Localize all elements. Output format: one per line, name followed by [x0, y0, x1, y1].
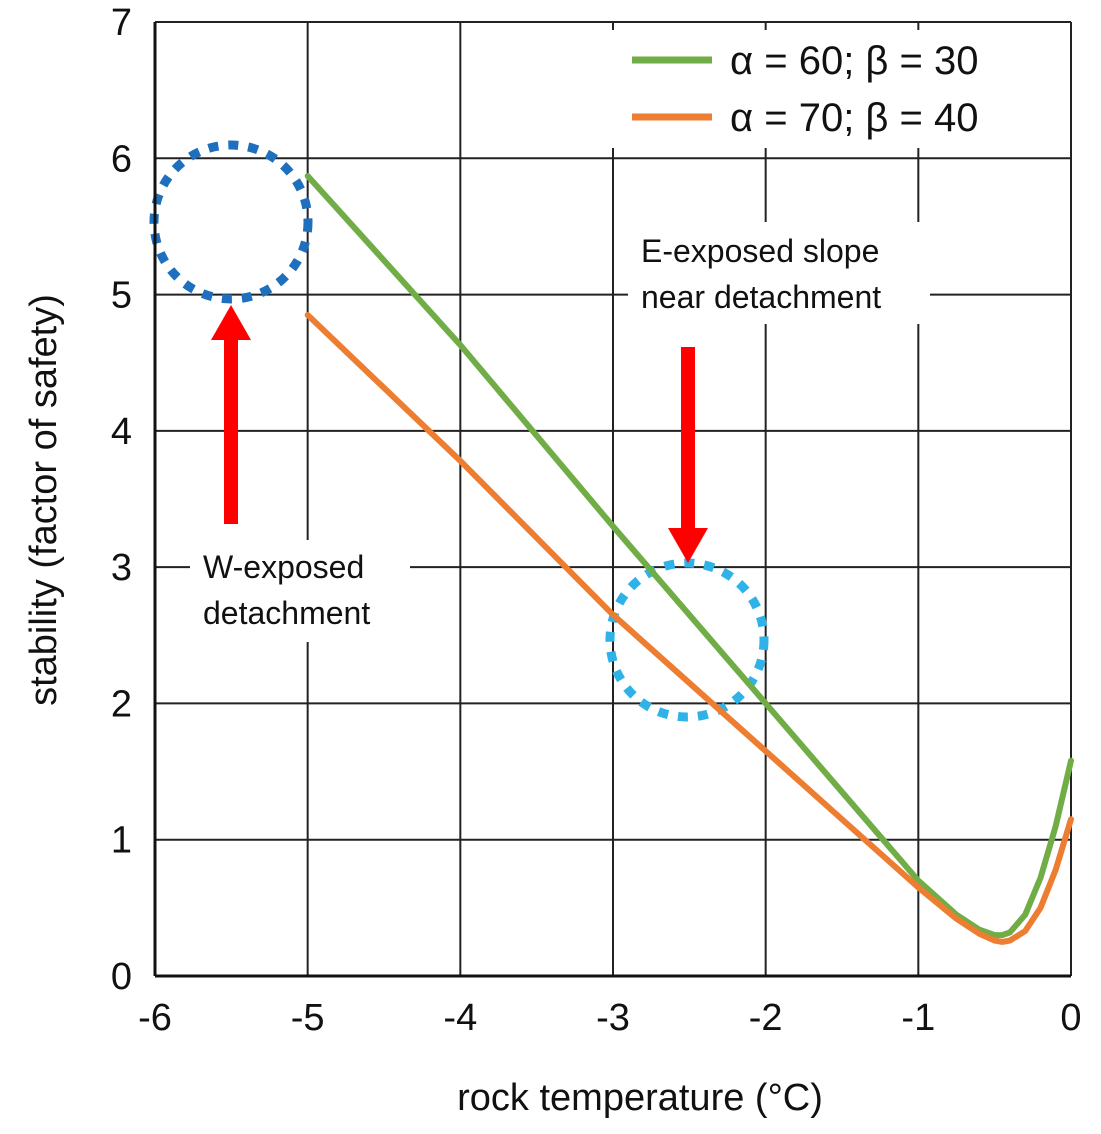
annotation-e-line-1: E-exposed slope	[641, 233, 879, 269]
legend-label-series-2: α = 70; β = 40	[730, 96, 979, 140]
y-tick-label: 0	[111, 956, 132, 998]
annotation-w-arrow-head	[211, 305, 251, 340]
series-line-1	[304, 173, 1074, 939]
y-tick-label: 5	[111, 275, 132, 317]
y-tick-label: 1	[111, 820, 132, 862]
y-tick-label: 3	[111, 547, 132, 589]
y-axis-title: stability (factor of safety)	[23, 294, 65, 706]
annotation-w-text-background	[190, 540, 410, 642]
x-tick-label: -2	[749, 997, 783, 1039]
grid-layer	[154, 21, 1072, 977]
annotation-w-arrow-shaft	[224, 338, 238, 524]
y-tick-label: 6	[111, 138, 132, 180]
y-tick-label: 2	[111, 683, 132, 725]
legend: α = 60; β = 30 α = 70; β = 40	[612, 30, 1066, 148]
y-tick-label: 7	[111, 2, 132, 44]
x-tick-label: -5	[291, 997, 325, 1039]
legend-label-series-1: α = 60; β = 30	[730, 39, 979, 83]
annotation-e-text-background	[628, 222, 930, 324]
annotation-e-line-2: near detachment	[641, 279, 881, 315]
annotation-e-arrow-shaft	[681, 347, 695, 537]
axis-layer: -6 -5 -4 -3 -2 -1 0 0 1 2 3 4 5 6 7	[111, 2, 1082, 1039]
annotation-w-circle	[149, 140, 313, 304]
x-tick-label: 0	[1060, 997, 1081, 1039]
annotation-e-arrow-head	[668, 528, 708, 563]
legend-background	[612, 30, 1066, 148]
y-tick-label: 4	[111, 411, 132, 453]
annotation-w-line-1: W-exposed	[203, 549, 364, 585]
x-tick-label: -4	[443, 997, 477, 1039]
annotation-w-exposed: W-exposed detachment	[149, 140, 410, 642]
series-line-2	[304, 312, 1074, 945]
x-tick-label: -6	[138, 997, 172, 1039]
x-tick-label: -1	[901, 997, 935, 1039]
series-layer	[304, 173, 1074, 945]
x-tick-label: -3	[596, 997, 630, 1039]
annotation-w-line-2: detachment	[203, 595, 370, 631]
annotation-e-exposed: E-exposed slope near detachment	[605, 222, 930, 722]
x-axis-title: rock temperature (°C)	[457, 1077, 823, 1119]
annotation-e-circle	[605, 558, 769, 722]
